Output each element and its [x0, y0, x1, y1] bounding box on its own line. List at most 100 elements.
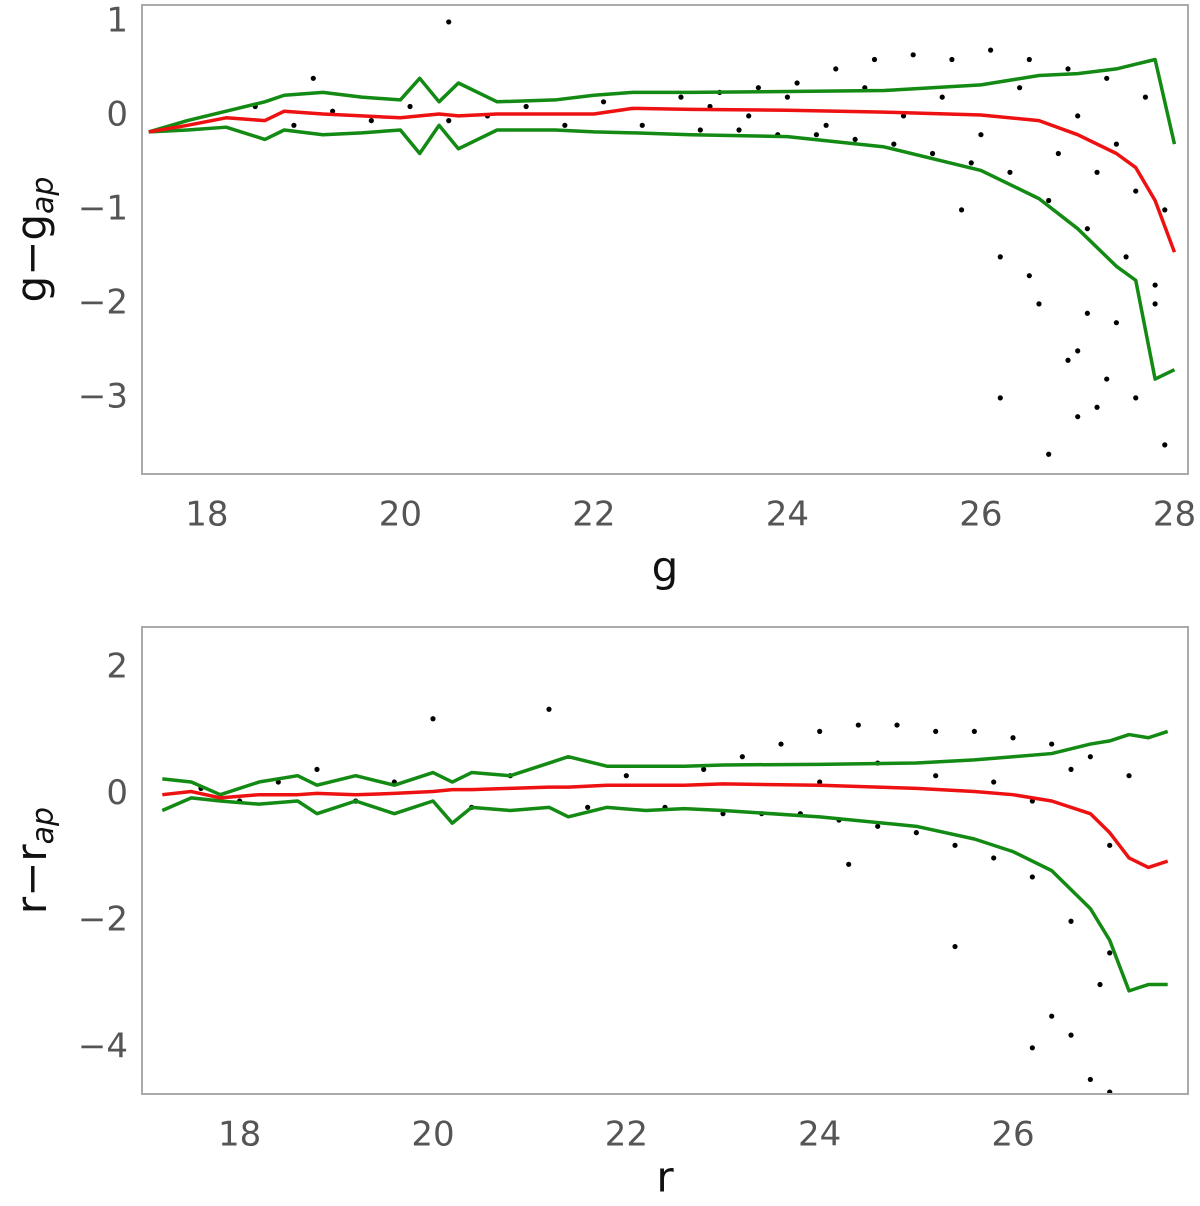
scatter-point: [1162, 207, 1168, 213]
scatter-point: [817, 728, 823, 735]
scatter-point: [1084, 226, 1090, 232]
scatter-point: [1007, 169, 1013, 175]
y-axis-label-main: r−r: [7, 844, 56, 914]
scatter-point: [1113, 141, 1119, 147]
scatter-point: [813, 132, 820, 138]
y-tick-label: −2: [78, 900, 128, 940]
x-tick-label: 18: [185, 495, 228, 535]
scatter-point: [523, 103, 529, 110]
y-axis-label-main: g−g: [7, 214, 56, 303]
x-tick-label: 20: [411, 1115, 454, 1155]
scatter-point: [562, 122, 568, 128]
y-tick-label: 1: [106, 0, 128, 40]
scatter-point: [446, 118, 452, 124]
scatter-point: [1075, 113, 1081, 119]
scatter-point: [314, 766, 320, 772]
scatter-point: [778, 741, 784, 747]
scatter-point: [291, 122, 297, 128]
plot-area: [161, 706, 1169, 1094]
y-tick-label: −2: [78, 282, 128, 322]
scatter-point: [933, 773, 939, 779]
scatter-point: [939, 94, 945, 100]
scatter-point: [855, 722, 861, 728]
scatter-point: [639, 122, 645, 128]
scatter-point: [949, 56, 955, 63]
x-tick-label: 18: [218, 1115, 261, 1155]
scatter-point: [1087, 1076, 1093, 1083]
scatter-point: [997, 395, 1003, 401]
scatter-point: [330, 108, 336, 114]
scatter-point: [991, 855, 997, 861]
scatter-point: [952, 842, 958, 848]
scatter-point: [1133, 395, 1139, 401]
scatter-point: [1075, 414, 1081, 420]
line: [148, 123, 1176, 381]
scatter-point: [1049, 1013, 1055, 1019]
scatter-point: [755, 85, 761, 91]
axes-frame: [141, 4, 1189, 475]
scatter-point: [1104, 376, 1110, 382]
scatter-point: [852, 136, 858, 143]
y-axis-label-sub: ap: [26, 177, 61, 214]
scatter-point: [1094, 169, 1100, 175]
scatter-point: [997, 254, 1003, 260]
scatter-point: [1087, 754, 1093, 760]
scatter-point: [971, 728, 977, 735]
scatter-point: [310, 75, 316, 81]
plot-area: [148, 19, 1177, 457]
scatter-point: [746, 113, 752, 119]
scatter-point: [1152, 301, 1158, 307]
scatter-point: [430, 716, 436, 722]
line: [161, 796, 1168, 993]
scatter-point: [894, 722, 900, 728]
line: [148, 57, 1177, 145]
scatter-point: [817, 779, 823, 785]
scatter-point: [1107, 1089, 1113, 1094]
scatter-point: [1142, 94, 1149, 100]
x-tick-label: 24: [766, 495, 809, 535]
scatter-point: [913, 830, 919, 836]
scatter-point: [623, 773, 629, 779]
scatter-point: [1065, 66, 1071, 72]
scatter-point: [407, 103, 413, 110]
scatter-point: [739, 754, 745, 760]
scatter-point: [846, 861, 852, 867]
scatter-point: [823, 122, 829, 128]
y-axis-label: r−rap: [7, 807, 61, 914]
x-tick-label: 28: [1153, 495, 1196, 535]
scatter-point: [794, 80, 800, 86]
scatter-point: [546, 706, 552, 712]
x-axis-label: r: [656, 1153, 674, 1202]
scatter-point: [1046, 451, 1052, 457]
scatter-point: [1104, 75, 1110, 81]
scatter-point: [978, 132, 984, 138]
scatter-point: [900, 113, 907, 119]
scatter-point: [1029, 874, 1035, 880]
scatter-point: [1029, 1045, 1035, 1051]
x-tick-label: 26: [991, 1115, 1034, 1155]
scatter-point: [1065, 357, 1071, 363]
scatter-point: [1026, 56, 1032, 63]
scatter-point: [929, 150, 936, 157]
x-tick-label: 22: [572, 495, 615, 535]
x-tick-label: 20: [379, 495, 422, 535]
scatter-point: [1075, 348, 1081, 354]
scatter-point: [697, 127, 703, 133]
y-axis-label: g−gap: [7, 177, 61, 303]
scatter-point: [1107, 950, 1113, 956]
y-tick-label: −1: [78, 188, 128, 228]
scatter-point: [1084, 310, 1090, 316]
scatter-point: [1049, 741, 1055, 747]
line: [162, 729, 1169, 797]
scatter-point: [1068, 918, 1074, 924]
scatter-point: [1036, 301, 1042, 307]
y-tick-label: 0: [106, 773, 128, 813]
scatter-point: [701, 766, 707, 772]
scatter-point: [1094, 404, 1100, 410]
line: [162, 782, 1169, 870]
scatter-point: [1152, 282, 1158, 288]
scatter-point: [1162, 442, 1168, 448]
scatter-point: [1055, 150, 1061, 157]
